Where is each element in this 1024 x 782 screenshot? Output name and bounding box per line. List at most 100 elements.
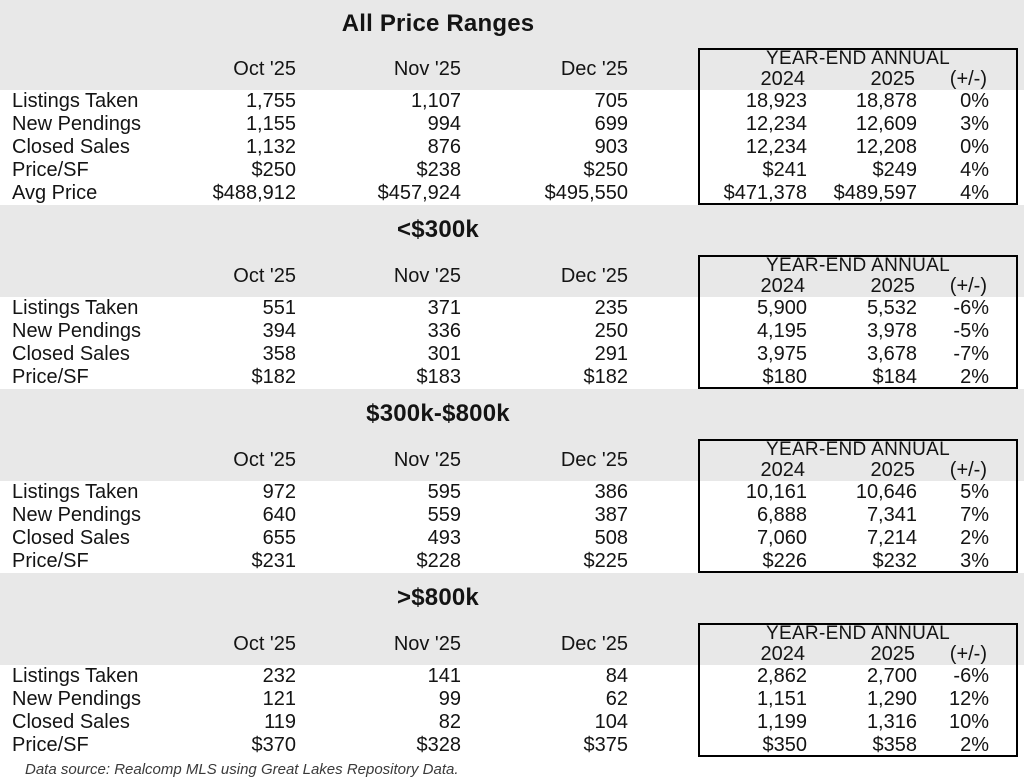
month-column-headers: Oct '25 Nov '25 Dec '25 [0, 48, 1024, 90]
column-header-nov: Nov '25 [393, 632, 461, 655]
value-2024: $226 [762, 550, 808, 572]
value-nov: 336 [427, 320, 461, 342]
table-row: Closed Sales 1,132 876 903 12,234 12,208… [0, 136, 1024, 159]
value-dec: 387 [594, 504, 628, 526]
year-end-annual-title: YEAR-END ANNUAL [766, 438, 950, 460]
row-label: Avg Price [12, 182, 98, 204]
value-2024: 3,975 [756, 343, 807, 365]
section-under-300k: <$300k Oct '25 Nov '25 Dec '25 Listings … [0, 205, 1024, 389]
value-nov: $183 [416, 366, 462, 388]
value-oct: 1,155 [245, 113, 296, 135]
value-dec: 291 [594, 343, 628, 365]
row-label: New Pendings [12, 504, 141, 526]
row-label: Closed Sales [12, 527, 130, 549]
table-row: Avg Price $488,912 $457,924 $495,550 $47… [0, 182, 1024, 205]
value-nov: 595 [427, 481, 461, 503]
column-header-2024: 2024 [760, 459, 806, 481]
value-change-pct: 7% [960, 504, 989, 526]
column-header-2025: 2025 [870, 68, 916, 90]
data-rows: Listings Taken 232 141 84 2,862 2,700 -6… [0, 665, 1024, 757]
table-row: Listings Taken 551 371 235 5,900 5,532 -… [0, 297, 1024, 320]
value-change-pct: -5% [953, 320, 989, 342]
column-header-nov: Nov '25 [393, 448, 461, 471]
table-row: New Pendings 121 99 62 1,151 1,290 12% [0, 688, 1024, 711]
value-2024: 7,060 [756, 527, 807, 549]
value-dec: 104 [594, 711, 628, 733]
value-2025: 2,700 [866, 665, 917, 687]
value-oct: 394 [262, 320, 296, 342]
column-header-2025: 2025 [870, 275, 916, 297]
row-label: New Pendings [12, 320, 141, 342]
table-row: Listings Taken 232 141 84 2,862 2,700 -6… [0, 665, 1024, 688]
value-nov: 493 [427, 527, 461, 549]
month-column-headers: Oct '25 Nov '25 Dec '25 [0, 623, 1024, 665]
value-dec: $182 [583, 366, 629, 388]
column-header-nov: Nov '25 [393, 264, 461, 287]
row-label: Listings Taken [12, 665, 139, 687]
month-column-headers: Oct '25 Nov '25 Dec '25 [0, 439, 1024, 481]
value-dec: 386 [594, 481, 628, 503]
section-title: $300k-$800k [366, 400, 510, 427]
table-row: Price/SF $370 $328 $375 $350 $358 2% [0, 734, 1024, 757]
value-2025: 12,208 [855, 136, 917, 158]
value-change-pct: 2% [960, 527, 989, 549]
value-dec: 705 [594, 90, 628, 112]
column-header-change: (+/-) [949, 643, 987, 665]
table-row: Closed Sales 358 301 291 3,975 3,678 -7% [0, 343, 1024, 366]
value-2024: $471,378 [723, 182, 807, 204]
value-dec: 84 [605, 665, 628, 687]
section-title: >$800k [397, 584, 479, 611]
section-300k-800k: $300k-$800k Oct '25 Nov '25 Dec '25 List… [0, 389, 1024, 573]
value-2025: $489,597 [833, 182, 917, 204]
value-2025: 10,646 [855, 481, 917, 503]
value-dec: 235 [594, 297, 628, 319]
year-end-annual-header: YEAR-END ANNUAL 2024 2025 (+/-) [700, 254, 1016, 298]
row-label: Price/SF [12, 366, 89, 388]
column-header-2024: 2024 [760, 643, 806, 665]
value-nov: 141 [427, 665, 461, 687]
value-nov: 82 [438, 711, 461, 733]
value-oct: 1,132 [245, 136, 296, 158]
row-label: New Pendings [12, 688, 141, 710]
table-row: New Pendings 394 336 250 4,195 3,978 -5% [0, 320, 1024, 343]
year-end-annual-header: YEAR-END ANNUAL 2024 2025 (+/-) [700, 623, 1016, 666]
value-2025: 1,316 [866, 711, 917, 733]
value-oct: $488,912 [212, 182, 296, 204]
row-label: Closed Sales [12, 711, 130, 733]
value-2025: 18,878 [855, 90, 917, 112]
value-2025: 7,341 [866, 504, 917, 526]
value-2024: 12,234 [745, 113, 807, 135]
column-header-2025: 2025 [870, 459, 916, 481]
value-oct: $231 [251, 550, 297, 572]
value-nov: 1,107 [410, 90, 461, 112]
section-header-band: $300k-$800k Oct '25 Nov '25 Dec '25 [0, 389, 1024, 481]
section-all-price-ranges: All Price Ranges Oct '25 Nov '25 Dec '25… [0, 0, 1024, 205]
value-oct: 640 [262, 504, 296, 526]
column-header-2024: 2024 [760, 68, 806, 90]
section-over-800k: >$800k Oct '25 Nov '25 Dec '25 Listings … [0, 573, 1024, 757]
value-oct: 655 [262, 527, 296, 549]
row-label: Closed Sales [12, 136, 130, 158]
value-change-pct: -6% [953, 297, 989, 319]
year-end-annual-title: YEAR-END ANNUAL [766, 254, 950, 276]
value-change-pct: 2% [960, 734, 989, 756]
section-header-band: <$300k Oct '25 Nov '25 Dec '25 [0, 205, 1024, 297]
value-2024: 12,234 [745, 136, 807, 158]
value-nov: 559 [427, 504, 461, 526]
table-row: New Pendings 1,155 994 699 12,234 12,609… [0, 113, 1024, 136]
annual-year-columns: 2024 2025 (+/-) [700, 68, 1016, 90]
value-2024: 4,195 [756, 320, 807, 342]
value-2025: $232 [872, 550, 918, 572]
value-dec: $375 [583, 734, 629, 756]
value-nov: 301 [427, 343, 461, 365]
value-2025: 7,214 [866, 527, 917, 549]
data-rows: Listings Taken 551 371 235 5,900 5,532 -… [0, 297, 1024, 389]
value-nov: $228 [416, 550, 462, 572]
value-nov: 876 [427, 136, 461, 158]
section-header-band: >$800k Oct '25 Nov '25 Dec '25 [0, 573, 1024, 665]
column-header-oct: Oct '25 [233, 264, 296, 287]
value-2025: $184 [872, 366, 918, 388]
value-nov: $328 [416, 734, 462, 756]
column-header-oct: Oct '25 [233, 632, 296, 655]
